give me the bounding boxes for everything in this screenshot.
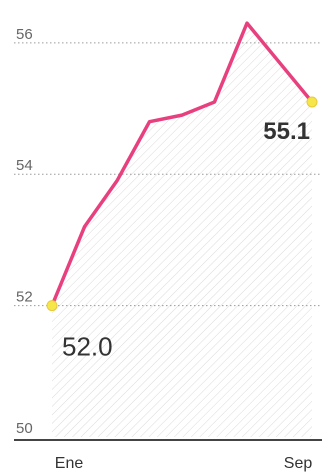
x-tick-label-layer: Ene Sep — [55, 455, 313, 472]
x-tick-label-sep: Sep — [284, 455, 313, 472]
gridline-layer — [14, 42, 322, 307]
data-label-ene: 52.0 — [62, 332, 113, 362]
y-tick-label-layer: 50 52 54 56 — [16, 26, 33, 437]
y-tick-label-56: 56 — [16, 26, 33, 43]
series-layer — [50, 21, 314, 308]
annotation-layer: 52.0 55.1 — [62, 118, 310, 362]
area-fill-layer — [52, 23, 312, 438]
y-tick-label-54: 54 — [16, 157, 33, 174]
x-tick-label-ene: Ene — [55, 455, 84, 472]
endpoint-marker-sep — [306, 96, 318, 108]
data-label-sep: 55.1 — [263, 118, 310, 145]
point-layer — [46, 96, 318, 312]
y-tick-label-52: 52 — [16, 289, 33, 306]
endpoint-marker-ene — [46, 300, 58, 312]
y-tick-label-50: 50 — [16, 420, 33, 437]
series-line — [50, 21, 314, 308]
area-fill — [52, 23, 312, 438]
